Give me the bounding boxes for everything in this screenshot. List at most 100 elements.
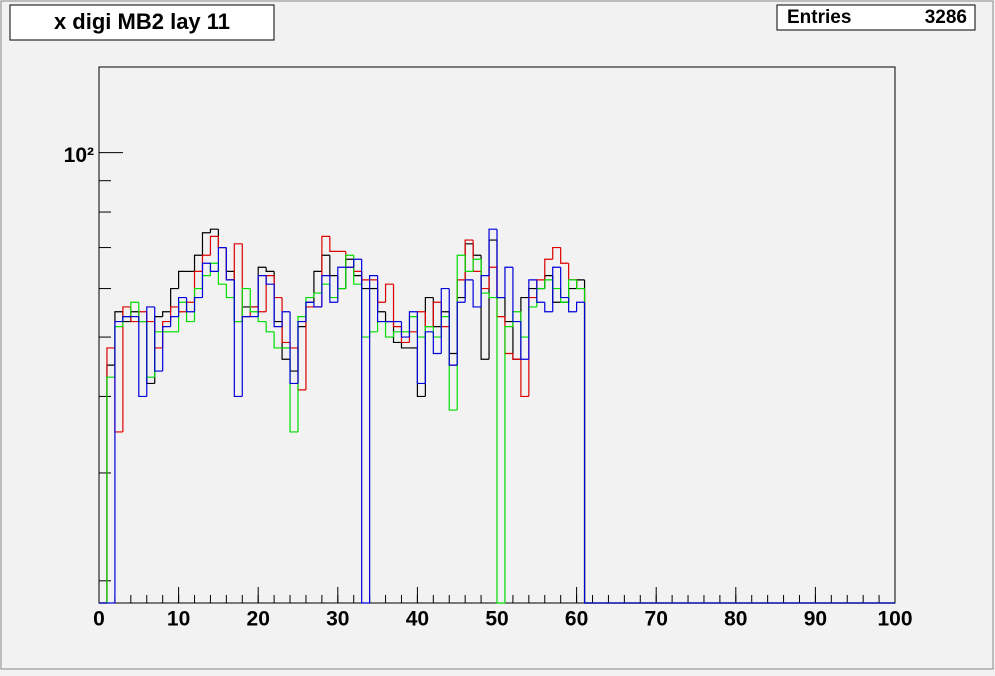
stats-value: 3286 <box>925 7 967 28</box>
histogram-bin <box>345 254 354 289</box>
title-box <box>9 4 275 41</box>
histogram-bin <box>209 263 219 272</box>
histogram-bin <box>464 255 474 272</box>
histogram-bin <box>337 266 346 303</box>
histogram-bin <box>496 229 505 299</box>
histogram-bin <box>289 311 298 385</box>
histogram-bin <box>138 316 147 398</box>
histogram-bin <box>416 311 426 385</box>
histogram-bin <box>504 266 513 298</box>
histogram-bin <box>504 326 513 603</box>
histogram-bin <box>583 302 593 604</box>
histogram-bin <box>154 306 163 372</box>
histogram-bin <box>170 315 179 327</box>
histogram-bin <box>544 279 553 289</box>
histogram-bin <box>353 258 362 268</box>
histogram-bin <box>329 275 338 303</box>
histogram-bin <box>313 292 322 298</box>
histogram-bin <box>496 297 505 604</box>
histogram-bin <box>185 297 195 313</box>
histogram-bin <box>544 258 553 280</box>
histogram-bin <box>170 287 179 312</box>
histogram-bin <box>217 246 227 272</box>
histogram-bin <box>568 297 577 313</box>
histogram-bin <box>488 293 497 299</box>
histogram-bin <box>297 315 306 432</box>
histogram-bin <box>122 306 131 432</box>
histogram-bin <box>480 274 490 307</box>
histogram-bin <box>162 311 171 317</box>
histogram-bin <box>392 321 402 344</box>
histogram-bin <box>472 279 482 308</box>
histogram-bin <box>560 267 569 299</box>
histogram-bin <box>201 262 211 298</box>
histogram-bin <box>552 246 561 260</box>
histogram-bin <box>249 288 259 313</box>
histogram-bin <box>448 288 458 366</box>
histogram-bin <box>209 228 219 233</box>
x-tick-label: 10 <box>167 608 190 631</box>
histogram-bin <box>536 279 545 303</box>
histogram-bin <box>544 302 553 313</box>
histogram-bin <box>576 301 585 312</box>
histogram-bin <box>201 232 211 256</box>
histogram-bin <box>281 311 291 327</box>
histogram-bin <box>265 321 275 333</box>
histogram-bin <box>520 321 529 360</box>
histogram-bin <box>369 274 378 603</box>
histogram-bin <box>552 266 561 312</box>
x-tick-label: 100 <box>877 608 912 631</box>
histogram-bin <box>384 283 394 303</box>
histogram-bin <box>265 267 275 272</box>
histogram-bin <box>178 296 187 317</box>
x-tick-label: 50 <box>485 608 508 631</box>
histogram-bin <box>305 301 314 322</box>
histogram-bin <box>209 235 219 256</box>
histogram-bin <box>162 326 171 372</box>
histogram-bin <box>225 247 235 281</box>
histogram-bin <box>424 331 434 384</box>
y-tick-label: 10² <box>64 144 94 167</box>
histogram-bin <box>241 315 251 397</box>
histogram-bin <box>233 279 243 398</box>
histogram-bin <box>241 287 251 322</box>
histogram-bin <box>472 258 482 272</box>
histogram-bin <box>512 267 521 323</box>
histogram-bin <box>456 301 466 366</box>
histogram-bin <box>392 284 402 328</box>
histogram-bin <box>193 296 203 312</box>
x-tick-label: 40 <box>406 608 429 631</box>
histogram-bin <box>361 259 370 604</box>
histogram-bin <box>528 279 537 360</box>
histogram-bin <box>193 254 203 272</box>
x-tick-label: 30 <box>326 608 349 631</box>
histogram-bin <box>512 353 521 360</box>
x-tick-label: 90 <box>804 608 827 631</box>
histogram-bin <box>321 274 330 307</box>
histogram-bin <box>377 275 386 323</box>
histogram-bin <box>400 342 410 349</box>
histogram-bin <box>313 302 322 308</box>
histogram-bin <box>384 321 394 338</box>
histogram-bin <box>178 270 187 289</box>
histogram-bin <box>392 331 402 338</box>
histogram-bin <box>273 331 283 349</box>
x-tick-label: 20 <box>247 608 270 631</box>
chart-title: x digi MB2 lay 11 <box>54 9 230 34</box>
x-tick-label: 70 <box>645 608 668 631</box>
x-tick-label: 0 <box>93 608 105 631</box>
histogram-bin <box>297 320 306 384</box>
histogram-bin <box>400 321 410 338</box>
histogram-bin <box>233 243 243 280</box>
x-tick-label: 80 <box>724 608 747 631</box>
histogram-bin <box>273 284 283 328</box>
histogram-bin <box>257 274 267 317</box>
histogram-bin <box>432 331 442 355</box>
histogram-bin <box>265 275 275 285</box>
histogram-bin <box>488 228 497 276</box>
histogram-bin <box>225 284 235 299</box>
histogram-bin <box>432 301 442 327</box>
histogram-bin <box>146 306 155 397</box>
stats-label: Entries <box>787 7 851 28</box>
